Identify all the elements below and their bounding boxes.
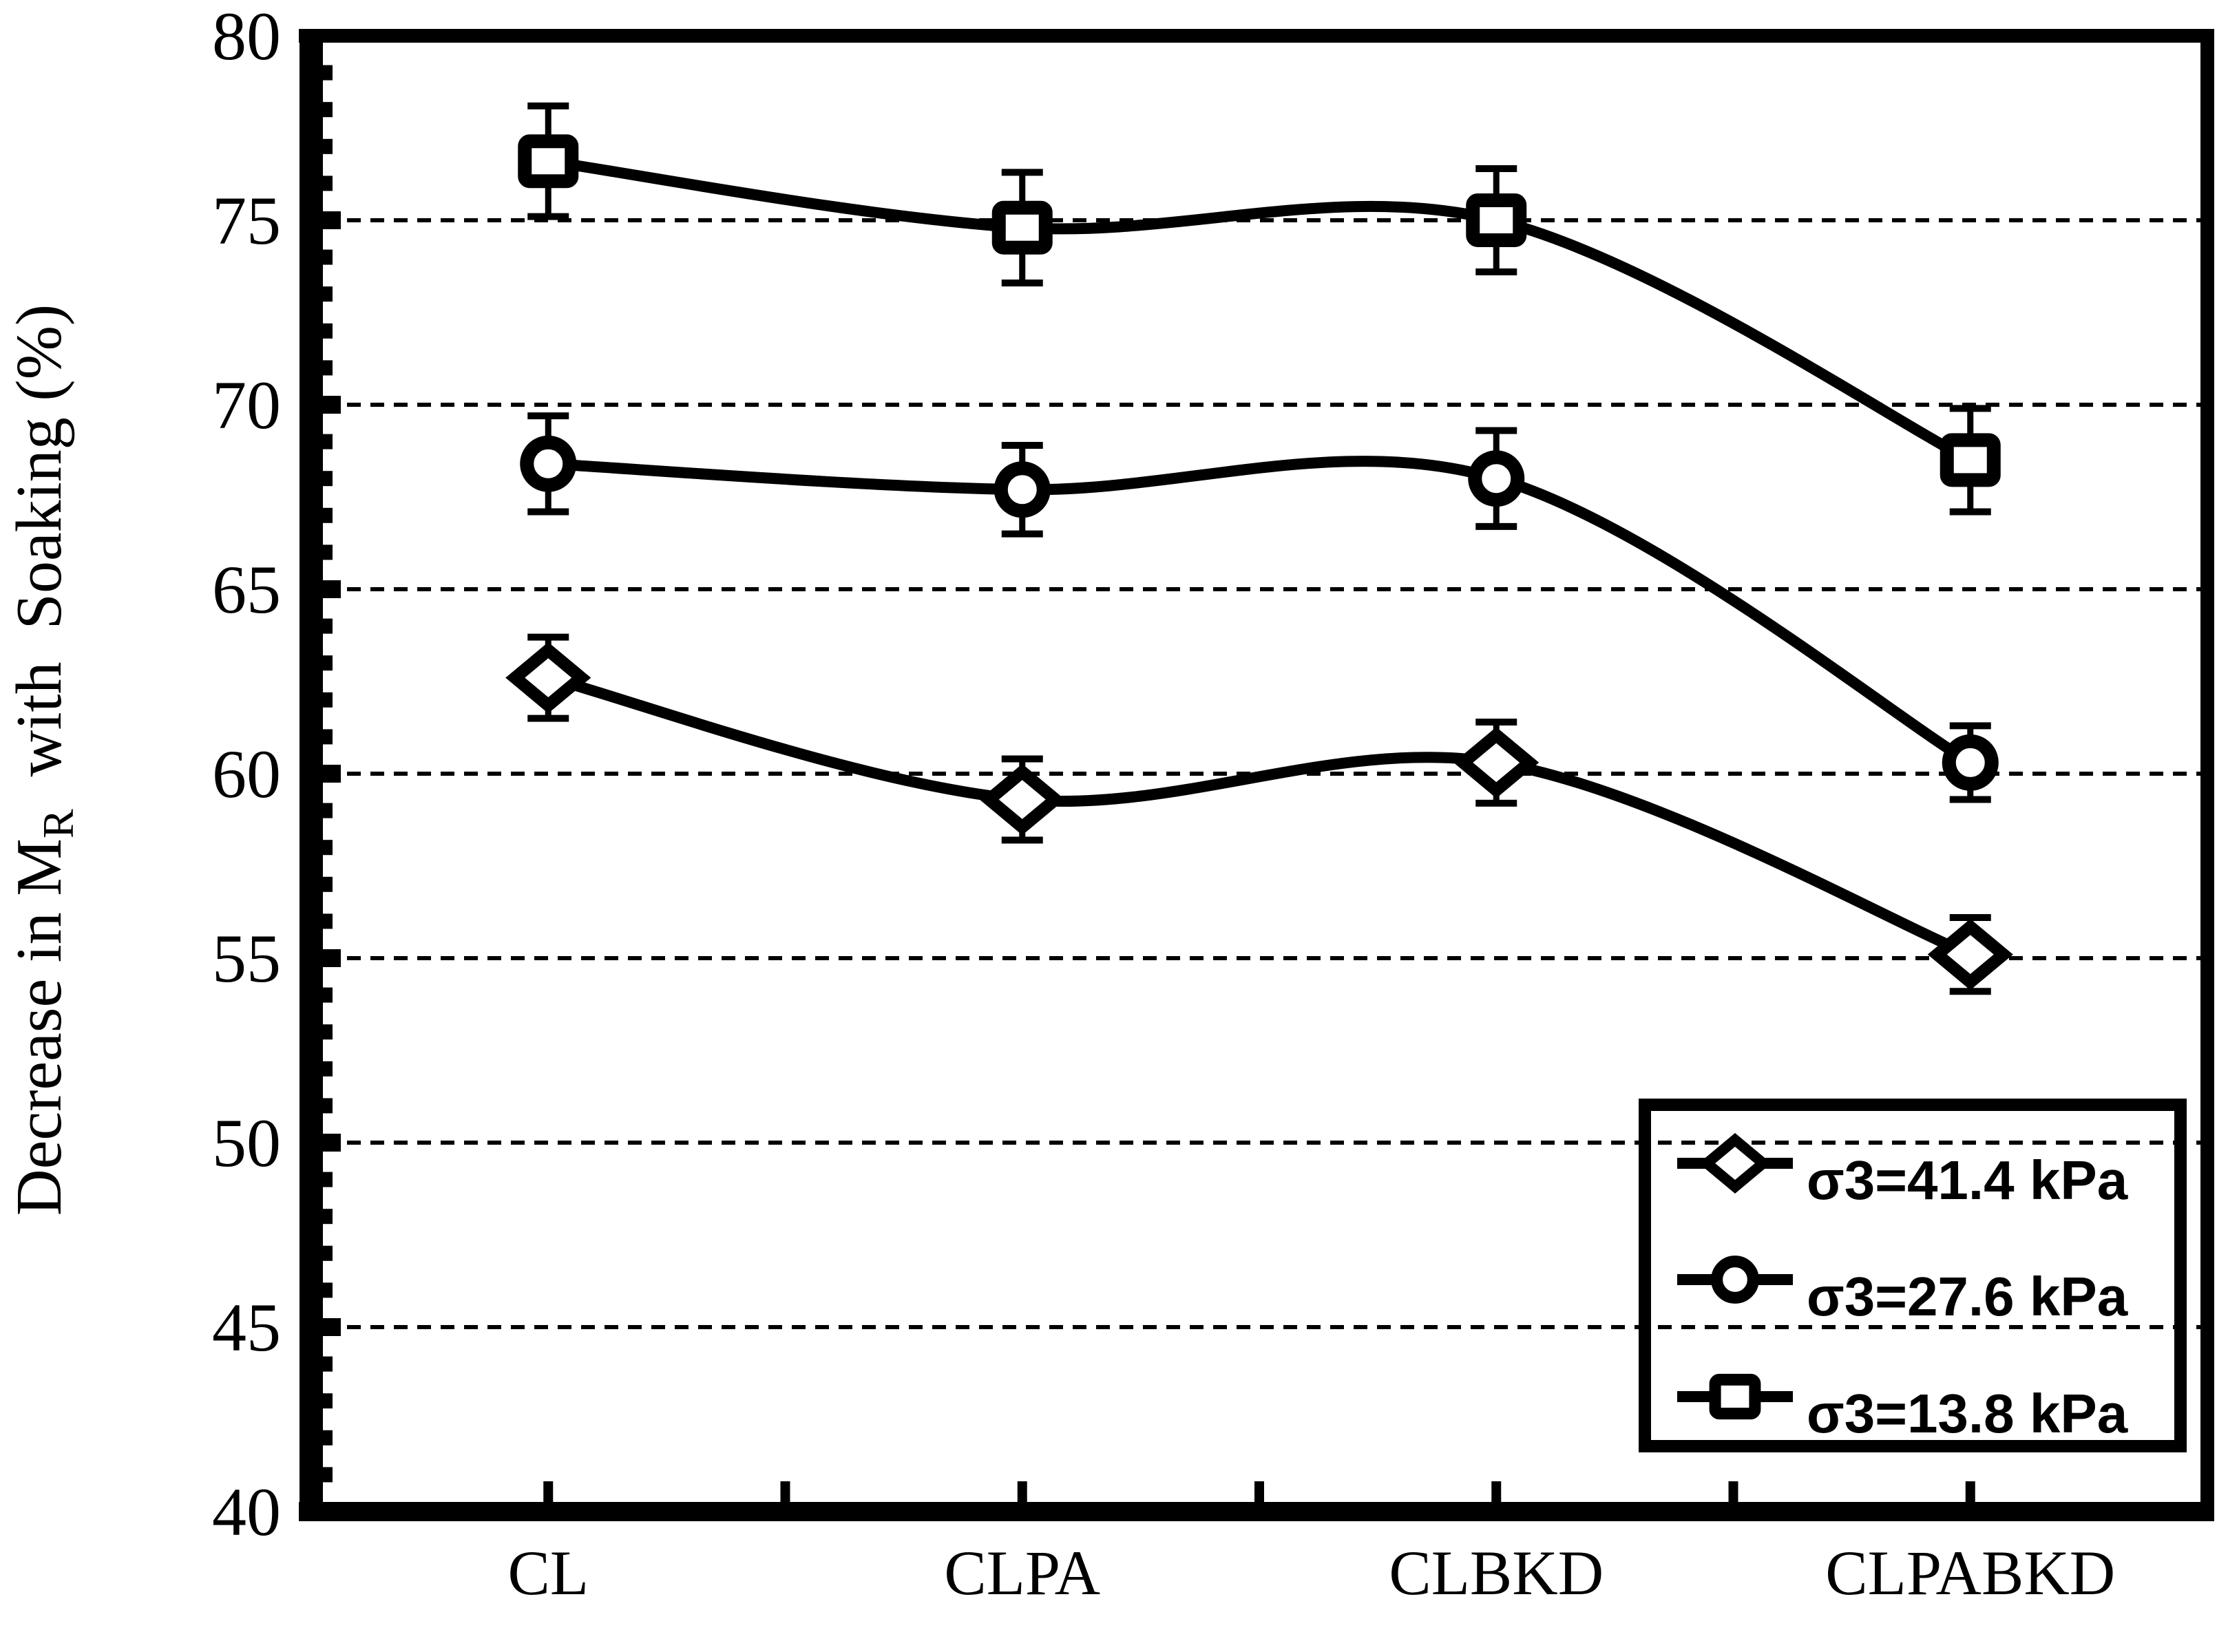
y-axis-tick-label: 55 [212,920,281,997]
x-axis-category-label: CLPABKD [1825,1538,2115,1608]
y-minor-tick [322,987,333,1003]
y-minor-tick [322,507,333,523]
marker-circle [994,461,1051,518]
marker-diamond [505,642,591,714]
x-tick [1254,1481,1264,1502]
y-minor-tick [322,434,333,449]
marker-circle [520,435,577,492]
marker-square [518,134,579,189]
y-minor-tick [322,1209,333,1225]
y-minor-tick [322,249,333,265]
y-minor-tick [322,471,333,487]
marker-square [1466,193,1527,247]
y-major-tick [322,1134,341,1152]
y-minor-tick [322,913,333,929]
y-minor-tick [322,618,333,634]
legend: σ3=41.4 kPa σ3=27.6 kPa σ3=13.8 kPa [1639,1099,2187,1452]
x-tick [1017,1481,1027,1502]
y-minor-tick [322,286,333,302]
y-axis-tick-label: 80 [212,0,281,74]
y-minor-tick [322,65,333,81]
y-minor-tick [322,876,333,892]
series-square [518,102,2001,516]
y-minor-tick [322,803,333,818]
y-minor-tick [322,544,333,560]
y-axis-tick-label: 40 [212,1474,281,1550]
x-tick [1965,1481,1975,1502]
x-tick [1491,1481,1502,1502]
y-axis-tick-label: 60 [212,736,281,812]
y-minor-tick [322,1245,333,1261]
marker-square [991,200,1053,255]
series-circle [520,412,1999,803]
y-major-tick [322,1318,341,1336]
y-major-tick [322,949,341,967]
y-axis-tick-labels: 80 75 70 65 60 55 50 45 40 [212,0,281,1550]
marker-square [1709,1373,1761,1420]
y-axis-tick-label: 65 [212,551,281,628]
y-minor-tick [322,1467,333,1483]
plot-border-group [299,29,2214,1521]
legend-label: σ3=27.6 kPa [1807,1266,2128,1327]
y-axis-ticks-group [322,65,341,1483]
legend-row: σ3=13.8 kPa [1677,1373,2128,1444]
x-axis-ticks-group [543,1481,1975,1502]
y-major-tick [322,211,341,229]
legend-row: σ3=41.4 kPa [1677,1133,2128,1211]
y-axis-title-rest: with Soaking (%) [3,304,75,809]
marker-circle [1468,450,1525,507]
y-axis-tick-label: 45 [212,1289,281,1366]
y-minor-tick [322,1393,333,1409]
y-minor-tick [322,692,333,708]
marker-circle [1942,734,1999,791]
marker-circle [1711,1256,1759,1304]
x-axis-category-label: CL [507,1538,589,1608]
marker-diamond [1453,727,1539,798]
x-axis-category-labels: CL CLPA CLBKD CLPABKD [507,1538,2115,1608]
y-minor-tick [322,176,333,191]
y-axis-tick-label: 50 [212,1105,281,1181]
y-major-tick [322,765,341,783]
legend-label: σ3=41.4 kPa [1807,1150,2128,1211]
y-minor-tick [322,840,333,856]
marker-square [1940,433,2001,487]
y-minor-tick [322,1024,333,1040]
legend-box [1639,1099,2187,1452]
y-axis-tick-label: 70 [212,367,281,443]
y-minor-tick [322,1282,333,1298]
y-minor-tick [322,1061,333,1077]
y-minor-tick [322,138,333,154]
y-minor-tick [322,655,333,671]
legend-label: σ3=13.8 kPa [1807,1383,2128,1444]
marker-diamond [979,763,1065,836]
x-axis-category-label: CLPA [944,1538,1100,1608]
y-minor-tick [322,360,333,376]
y-major-tick [322,580,341,598]
y-axis-tick-label: 75 [212,182,281,259]
y-minor-tick [322,102,333,118]
y-minor-tick [322,1098,333,1114]
series-line [543,672,1976,960]
y-minor-tick [322,729,333,745]
y-minor-tick [322,323,333,339]
x-tick [543,1481,554,1502]
x-tick [780,1481,790,1502]
series-line [543,456,1976,768]
marker-diamond [1927,918,2013,991]
x-tick [1728,1481,1738,1502]
y-minor-tick [322,1356,333,1372]
y-axis-title-subscript: R [34,809,83,838]
series-line [543,156,1976,466]
y-major-tick [322,396,341,414]
legend-row: σ3=27.6 kPa [1677,1256,2128,1327]
marker-diamond [1699,1133,1772,1194]
y-minor-tick [322,1172,333,1187]
y-axis-title: Decrease in MR with Soaking (%) [3,304,83,1216]
x-axis-category-label: CLBKD [1389,1538,1604,1608]
y-minor-tick [322,1430,333,1446]
series-diamond [505,633,2013,995]
y-axis-title-main: Decrease in M [3,838,75,1216]
